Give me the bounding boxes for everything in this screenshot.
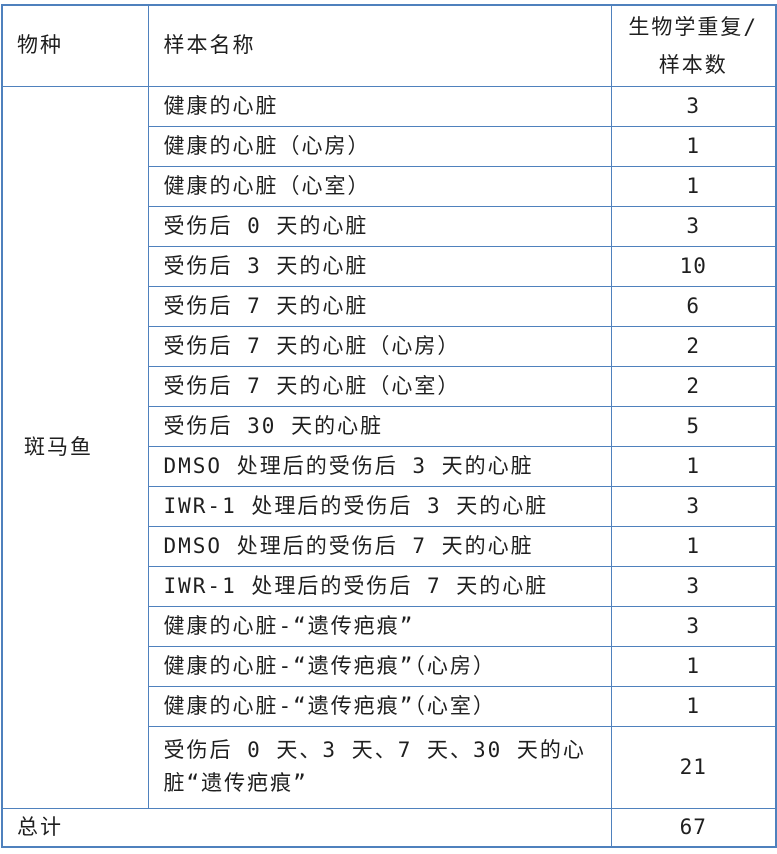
sample-name-cell: IWR-1 处理后的受伤后 7 天的心脏 — [147, 565, 612, 607]
sample-name-cell: 健康的心脏-“遗传疤痕” — [147, 605, 612, 647]
table-row: 健康的心脏-“遗传疤痕”（心室） 1 — [2, 685, 777, 727]
sample-count-cell: 5 — [610, 405, 777, 447]
sample-count-cell: 1 — [610, 445, 777, 487]
sample-name-cell: IWR-1 处理后的受伤后 3 天的心脏 — [147, 485, 612, 527]
sample-name-cell: 受伤后 3 天的心脏 — [147, 245, 612, 287]
header-replicates: 生物学重复/ 样本数 — [610, 4, 777, 87]
table-row: 受伤后 30 天的心脏 5 — [2, 405, 777, 447]
sample-name-cell: 受伤后 7 天的心脏（心房） — [147, 325, 612, 367]
table-row: DMSO 处理后的受伤后 3 天的心脏 1 — [2, 445, 777, 487]
table-row: 受伤后 7 天的心脏 6 — [2, 285, 777, 327]
sample-count-cell: 1 — [610, 125, 777, 167]
sample-name-cell: 受伤后 0 天、3 天、7 天、30 天的心脏“遗传疤痕” — [147, 725, 612, 809]
sample-count-cell: 2 — [610, 325, 777, 367]
sample-name-cell: DMSO 处理后的受伤后 7 天的心脏 — [147, 525, 612, 567]
table-row: 受伤后 7 天的心脏（心房） 2 — [2, 325, 777, 367]
sample-count-cell: 1 — [610, 685, 777, 727]
table-row: 斑马鱼 健康的心脏 3 — [1, 85, 777, 809]
header-row: 物种 样本名称 生物学重复/ 样本数 — [1, 4, 777, 87]
sample-count-cell: 6 — [610, 285, 777, 327]
sample-name-cell: 受伤后 7 天的心脏（心室） — [147, 365, 612, 407]
table-row: 健康的心脏-“遗传疤痕” 3 — [2, 605, 777, 647]
sample-name-cell: DMSO 处理后的受伤后 3 天的心脏 — [147, 445, 612, 487]
sample-name-cell: 健康的心脏-“遗传疤痕”（心室） — [147, 685, 612, 727]
table-row: IWR-1 处理后的受伤后 3 天的心脏 3 — [2, 485, 777, 527]
sample-name-cell: 健康的心脏 — [147, 85, 612, 127]
total-count-cell: 67 — [610, 807, 777, 848]
sample-count-cell: 1 — [610, 165, 777, 207]
header-species: 物种 — [1, 4, 149, 87]
header-sample-name: 样本名称 — [147, 4, 612, 87]
table-row: DMSO 处理后的受伤后 7 天的心脏 1 — [2, 525, 777, 567]
sample-count-cell: 3 — [610, 565, 777, 607]
sample-count-cell: 10 — [610, 245, 777, 287]
total-label-cell: 总计 — [1, 807, 612, 848]
sample-summary-table: 物种 样本名称 生物学重复/ 样本数 斑马鱼 健康的心脏 3 健康的心脏（心房）… — [1, 4, 777, 848]
table-row: 受伤后 0 天的心脏 3 — [2, 205, 777, 247]
table-row: IWR-1 处理后的受伤后 7 天的心脏 3 — [2, 565, 777, 607]
sample-count-cell: 1 — [610, 645, 777, 687]
species-cell: 斑马鱼 — [1, 85, 149, 809]
sample-name-cell: 受伤后 7 天的心脏 — [147, 285, 612, 327]
sample-count-cell: 3 — [610, 85, 777, 127]
sample-count-cell: 1 — [610, 525, 777, 567]
sample-count-cell: 3 — [610, 205, 777, 247]
table-row: 健康的心脏（心室） 1 — [2, 165, 777, 207]
total-row: 总计 67 — [1, 807, 777, 848]
sample-count-cell: 3 — [610, 605, 777, 647]
table-row: 受伤后 7 天的心脏（心室） 2 — [2, 365, 777, 407]
sample-name-cell: 健康的心脏（心房） — [147, 125, 612, 167]
sample-count-cell: 3 — [610, 485, 777, 527]
sample-name-cell: 受伤后 0 天的心脏 — [147, 205, 612, 247]
sample-count-cell: 2 — [610, 365, 777, 407]
sample-name-cell: 健康的心脏-“遗传疤痕”（心房） — [147, 645, 612, 687]
table-row: 健康的心脏（心房） 1 — [2, 125, 777, 167]
sample-name-cell: 健康的心脏（心室） — [147, 165, 612, 207]
sample-count-cell: 21 — [610, 725, 777, 809]
table-row: 受伤后 0 天、3 天、7 天、30 天的心脏“遗传疤痕” 21 — [2, 725, 777, 809]
sample-name-cell: 受伤后 30 天的心脏 — [147, 405, 612, 447]
